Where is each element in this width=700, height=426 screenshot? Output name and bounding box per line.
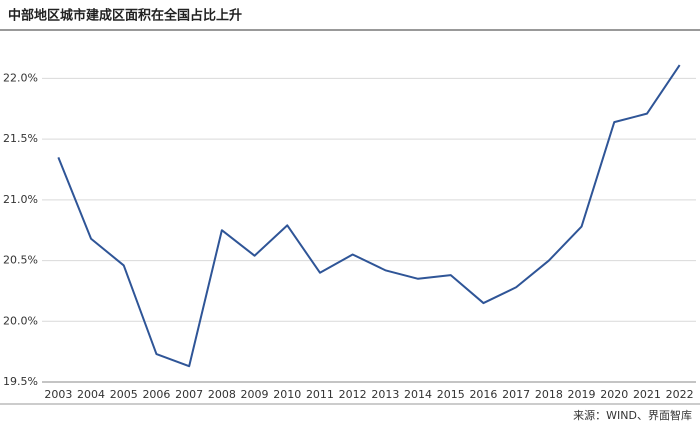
x-tick-label: 2016 xyxy=(469,388,497,401)
x-tick-label: 2017 xyxy=(502,388,530,401)
x-tick-label: 2004 xyxy=(77,388,105,401)
x-tick-label: 2021 xyxy=(633,388,661,401)
x-tick-label: 2011 xyxy=(306,388,334,401)
y-tick-label: 21.5% xyxy=(3,132,38,145)
x-tick-label: 2009 xyxy=(241,388,269,401)
x-tick-label: 2003 xyxy=(44,388,72,401)
y-tick-label: 20.0% xyxy=(3,314,38,327)
x-tick-label: 2022 xyxy=(666,388,694,401)
x-tick-label: 2006 xyxy=(142,388,170,401)
x-tick-label: 2015 xyxy=(437,388,465,401)
x-tick-label: 2013 xyxy=(371,388,399,401)
y-tick-label: 20.5% xyxy=(3,254,38,267)
x-tick-label: 2012 xyxy=(339,388,367,401)
x-tick-label: 2008 xyxy=(208,388,236,401)
line xyxy=(57,64,681,368)
x-tick-label: 2014 xyxy=(404,388,432,401)
y-tick-label: 19.5% xyxy=(3,375,38,388)
x-tick-label: 2020 xyxy=(600,388,628,401)
y-tick-label: 22.0% xyxy=(3,71,38,84)
x-tick-label: 2019 xyxy=(568,388,596,401)
y-tick-label: 21.0% xyxy=(3,193,38,206)
x-tick-label: 2018 xyxy=(535,388,563,401)
source: 来源：WIND、界面智库 xyxy=(573,408,692,422)
x-tick-label: 2010 xyxy=(273,388,301,401)
x-tick-label: 2005 xyxy=(110,388,138,401)
x-tick-label: 2007 xyxy=(175,388,203,401)
chart-title: 中部地区城市建成区面积在全国占比上升 xyxy=(8,8,242,24)
